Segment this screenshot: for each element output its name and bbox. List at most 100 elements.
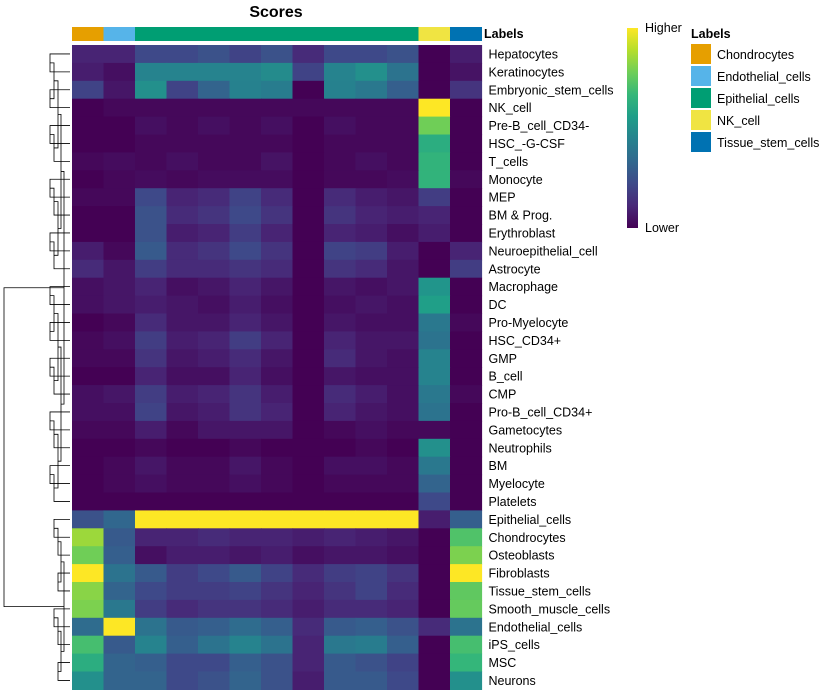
heatmap-cell [229, 277, 262, 297]
heatmap-cell [324, 635, 357, 655]
heatmap-cell [72, 98, 105, 118]
legend-label: NK_cell [717, 114, 760, 128]
annotation-cell [324, 27, 356, 41]
legend-swatch [691, 66, 711, 86]
heatmap-cell [324, 438, 357, 458]
heatmap-cell [103, 277, 136, 297]
heatmap-cell [292, 528, 325, 547]
heatmap-cell [355, 331, 388, 350]
heatmap-cell [135, 98, 168, 118]
row-label: Erythroblast [489, 226, 556, 240]
heatmap-cell [166, 403, 199, 422]
heatmap-cell [355, 492, 388, 511]
heatmap-cell [292, 564, 325, 583]
heatmap-cell [261, 62, 294, 82]
row-label: Neuroepithelial_cell [489, 244, 598, 258]
row-label: Myelocyte [489, 477, 545, 491]
heatmap-cell [418, 277, 451, 297]
heatmap-cell [261, 188, 294, 207]
row-label: MSC [489, 656, 517, 670]
row-label: DC [489, 298, 507, 312]
heatmap-cell [261, 599, 294, 619]
row-dendrogram [3, 53, 70, 681]
heatmap-cell [418, 170, 451, 189]
legend-title: Labels [691, 27, 731, 41]
heatmap-cell [324, 349, 357, 368]
heatmap-cell [72, 385, 105, 404]
heatmap-cell [135, 241, 168, 261]
heatmap-cell [229, 599, 262, 619]
heatmap-cell [418, 438, 451, 458]
heatmap-cell [324, 385, 357, 404]
heatmap-cell [418, 331, 451, 350]
heatmap-cell [324, 456, 357, 476]
heatmap-cell [450, 170, 483, 189]
annotation-cell [450, 27, 482, 41]
heatmap-cell [355, 349, 388, 368]
heatmap-cell [355, 528, 388, 547]
heatmap-cell [103, 224, 136, 243]
heatmap-cell [261, 152, 294, 171]
heatmap-cell [198, 152, 231, 171]
heatmap-cell [72, 456, 105, 476]
heatmap-cell [387, 653, 420, 673]
heatmap-cell [198, 277, 231, 297]
heatmap-cell [103, 295, 136, 315]
heatmap-cell [292, 98, 325, 118]
heatmap-cell [198, 224, 231, 243]
colorbar-gradient [627, 28, 638, 228]
heatmap-cell [387, 599, 420, 619]
heatmap-cell [355, 62, 388, 82]
heatmap-cell [103, 582, 136, 601]
heatmap-cell [292, 116, 325, 136]
heatmap-cell [261, 295, 294, 315]
dendrogram-branch [50, 420, 70, 449]
heatmap-cell [198, 546, 231, 565]
heatmap-cell [198, 635, 231, 655]
heatmap-cell [387, 671, 420, 690]
heatmap-cell [355, 599, 388, 619]
heatmap-cell [166, 438, 199, 458]
heatmap-cell [324, 492, 357, 511]
heatmap-cell [292, 456, 325, 476]
heatmap-cell [103, 331, 136, 350]
heatmap-cell [418, 98, 451, 118]
heatmap-cell [166, 45, 199, 64]
heatmap-cell [292, 45, 325, 64]
dendrogram-branch [54, 527, 70, 556]
row-label: Neutrophils [489, 441, 552, 455]
heatmap-cell [418, 224, 451, 243]
heatmap-cell [261, 510, 294, 529]
heatmap-cell [229, 188, 262, 207]
heatmap-cell [72, 582, 105, 601]
heatmap-cell [103, 152, 136, 171]
colorbar-low-label: Lower [645, 221, 679, 235]
row-label: iPS_cells [489, 638, 540, 652]
heatmap-cell [135, 492, 168, 511]
heatmap-cell [135, 170, 168, 189]
colorbar: Higher Lower [627, 21, 682, 235]
heatmap-cell [198, 295, 231, 315]
heatmap-cell [261, 653, 294, 673]
heatmap-cell [418, 403, 451, 422]
heatmap-cell [418, 635, 451, 655]
heatmap-cell [324, 116, 357, 136]
heatmap-cell [355, 456, 388, 476]
heatmap-cell [324, 170, 357, 189]
heatmap-cell [72, 367, 105, 386]
heatmap-cell [387, 367, 420, 386]
heatmap-cell [229, 170, 262, 189]
heatmap-cell [387, 403, 420, 422]
row-label: Hepatocytes [489, 47, 558, 61]
heatmap-cell [261, 617, 294, 637]
row-label: Tissue_stem_cells [489, 584, 591, 598]
heatmap-cell [166, 62, 199, 82]
heatmap-cell [166, 188, 199, 207]
heatmap-cell [418, 188, 451, 207]
heatmap-cell [450, 313, 483, 332]
heatmap-cell [324, 295, 357, 315]
heatmap-cell [166, 510, 199, 529]
heatmap-cell [72, 599, 105, 619]
heatmap-cell [324, 510, 357, 529]
heatmap-cell [418, 80, 451, 100]
